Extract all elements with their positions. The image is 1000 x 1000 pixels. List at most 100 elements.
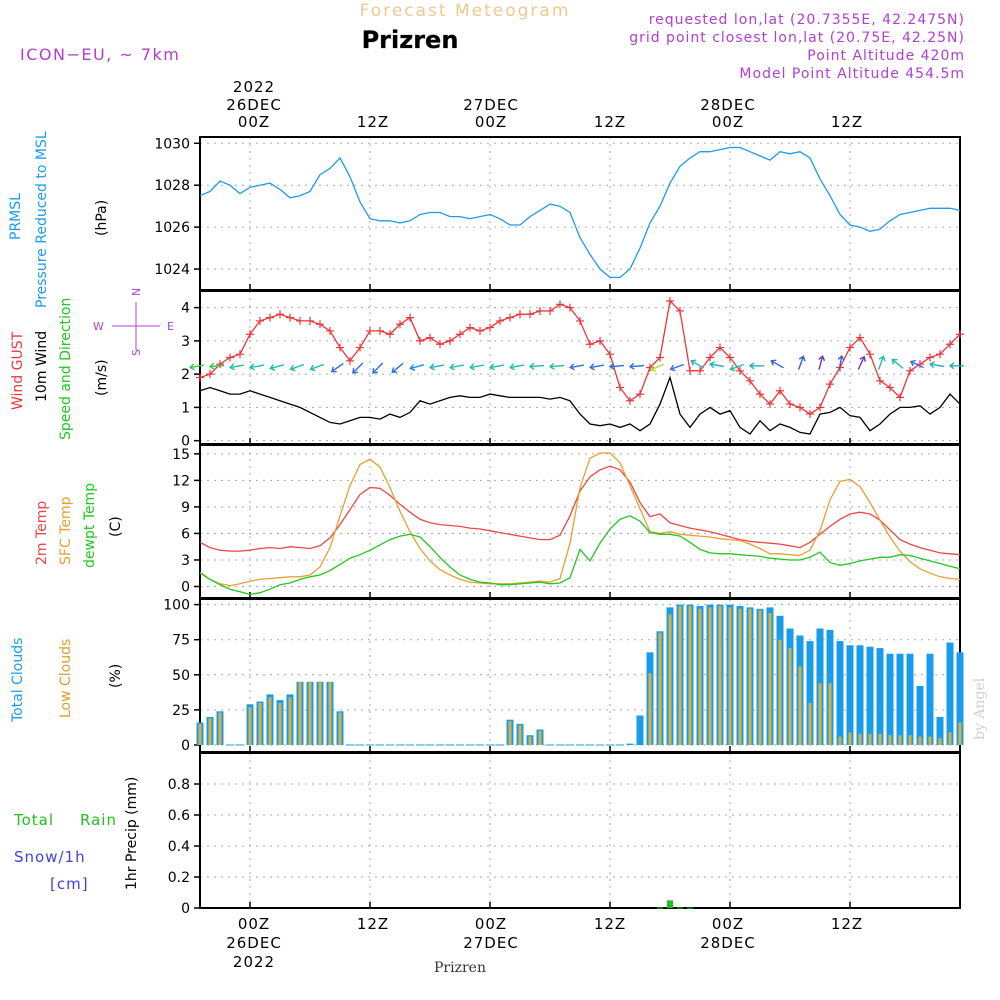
total-cloud-bar <box>836 641 844 745</box>
gust-marker <box>686 366 694 375</box>
gust-marker <box>776 386 784 395</box>
low-cloud-bar <box>878 733 882 745</box>
top-hour-tick-1: 12Z <box>357 113 389 131</box>
low-cloud-bar <box>928 736 932 745</box>
precip-axis-label: 1hr Precip (mm) <box>124 777 140 890</box>
total-cloud-bar <box>856 645 864 745</box>
gust-marker <box>416 336 424 345</box>
gust-marker <box>236 350 244 359</box>
wind-direction-arrow <box>948 362 964 370</box>
gust-marker <box>716 343 724 352</box>
low-cloud-bar <box>508 721 512 745</box>
low-cloud-bar <box>708 607 712 745</box>
gust-marker <box>466 323 474 332</box>
wind-direction-arrow <box>669 363 685 372</box>
wind-direction-arrow <box>770 359 784 369</box>
credit-watermark: by Angel <box>972 677 988 740</box>
wind-direction-arrow <box>649 363 664 372</box>
precip-bar <box>687 907 693 909</box>
wind-direction-arrow <box>877 355 886 370</box>
gust-marker <box>306 316 314 325</box>
gust-marker <box>556 300 564 309</box>
low-cloud-bar <box>528 736 532 745</box>
gust-marker <box>946 340 954 349</box>
low-cloud-bar <box>808 702 812 745</box>
low-cloud-bar <box>798 666 802 745</box>
temp-sfc-line <box>199 452 961 587</box>
precip-bar <box>667 900 673 909</box>
low-cloud-bar <box>298 681 302 745</box>
gust-marker <box>246 330 254 339</box>
low-cloud-bar <box>248 707 252 745</box>
bottom-hour-tick-1: 12Z <box>357 915 389 933</box>
total-cloud-bar <box>626 743 634 745</box>
low-cloud-bar <box>288 697 292 745</box>
wind-ytick-label-3: 3 <box>181 334 190 350</box>
pressure-ytick-label-1: 1026 <box>154 220 190 236</box>
gust-marker <box>876 376 884 385</box>
low-cloud-bar <box>728 607 732 745</box>
low-cloud-bar <box>738 608 742 745</box>
precip-panel: 0 0.2 0.4 0.6 0.8 <box>168 752 961 917</box>
gust-marker <box>926 353 934 362</box>
top-time-axis: 2022 26DEC 27DEC 28DEC 00Z 12Z 00Z 12Z 0… <box>226 78 863 131</box>
wind-gust-label: Wind GUST <box>10 331 26 410</box>
station-title: Prizren <box>362 26 459 54</box>
wind-direction-arrow <box>409 364 425 371</box>
wind-direction-arrow <box>269 364 285 371</box>
compass-rose: N S W E <box>93 288 174 356</box>
gust-marker <box>476 326 484 335</box>
gust-marker <box>216 360 224 369</box>
gust-marker <box>336 343 344 352</box>
wind-direction-arrow <box>528 362 545 370</box>
low-cloud-bar <box>328 681 332 745</box>
pressure-unit: (hPa) <box>94 200 110 236</box>
compass-w: W <box>93 320 104 333</box>
top-hour-tick-5: 12Z <box>831 113 863 131</box>
wind-direction-arrow <box>509 363 525 371</box>
clouds-ytick-label-3: 75 <box>172 633 190 649</box>
wind-direction-arrow <box>372 362 384 374</box>
low-cloud-bar <box>218 712 222 745</box>
temp-sfc-label: SFC Temp <box>58 496 74 565</box>
low-cloud-bar <box>918 736 922 745</box>
precip-bar <box>677 907 683 909</box>
total-cloud-bar <box>876 648 884 745</box>
gust-marker <box>546 306 554 315</box>
wind-direction-arrow <box>797 355 806 370</box>
low-cloud-bar <box>858 733 862 745</box>
low-cloud-bar <box>318 681 322 745</box>
gust-marker <box>316 320 324 329</box>
precip-snow-unit: [cm] <box>50 875 89 893</box>
wind-ytick-label-4: 4 <box>181 301 190 317</box>
wind-ytick-label-1: 1 <box>181 400 190 416</box>
total-cloud-bar <box>946 642 954 745</box>
gust-marker <box>766 400 774 409</box>
top-hour-tick-0: 00Z <box>238 113 270 131</box>
total-cloud-bar <box>956 652 964 745</box>
temp-ytick-label-5: 15 <box>172 447 190 463</box>
gust-marker <box>356 343 364 352</box>
gust-marker <box>386 330 394 339</box>
gust-marker <box>406 313 414 322</box>
low-cloud-bar <box>268 697 272 745</box>
low-cloud-bar <box>758 610 762 745</box>
bottom-hour-tick-5: 12Z <box>831 915 863 933</box>
gust-marker <box>796 403 804 412</box>
grid-point-coords: grid point closest lon,lat (20.75E, 42.2… <box>629 30 965 46</box>
low-cloud-bar <box>718 606 722 745</box>
low-cloud-bar <box>908 735 912 745</box>
gust-marker <box>396 320 404 329</box>
pressure-label-long: Pressure Reduced to MSL <box>34 131 50 308</box>
pressure-ytick-label-2: 1028 <box>154 178 190 194</box>
wind-direction-arrow <box>429 363 445 371</box>
gust-marker <box>846 343 854 352</box>
total-clouds-label: Total Clouds <box>10 638 26 723</box>
total-cloud-bar <box>866 646 874 745</box>
gust-marker <box>456 330 464 339</box>
wind-direction-arrow <box>729 363 745 372</box>
low-cloud-bar <box>658 632 662 745</box>
temp-unit: (C) <box>108 516 124 537</box>
low-cloud-bar <box>278 702 282 745</box>
wind-direction-arrow <box>628 362 645 370</box>
